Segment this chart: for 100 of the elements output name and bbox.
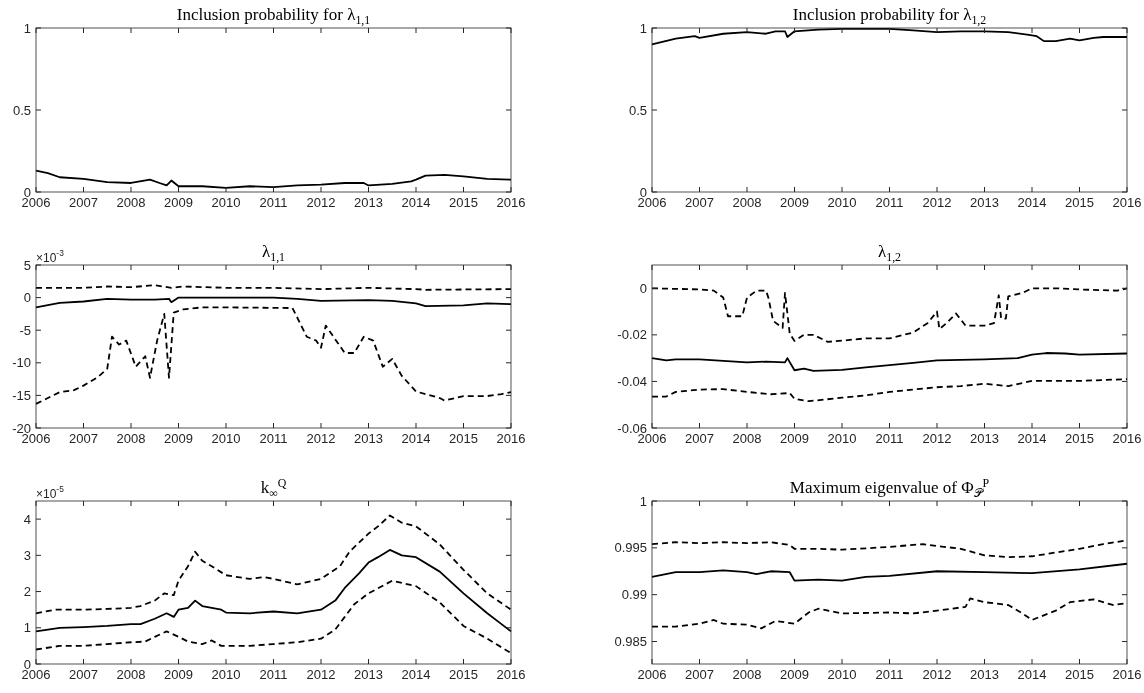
x-tick-label: 2007	[69, 667, 98, 682]
x-tick-label: 2011	[259, 667, 288, 682]
y-tick-label: -10	[12, 355, 31, 371]
annotation: ×10$^{-5}$	[36, 484, 65, 501]
x-tick-label: 2009	[780, 431, 809, 446]
x-tick-label: 2013	[354, 667, 383, 682]
x-tick-label: 2008	[732, 667, 762, 682]
x-tick-label: 2006	[637, 431, 667, 446]
x-tick-label: 2007	[685, 431, 714, 446]
x-tick-label: 2015	[1065, 195, 1094, 210]
x-tick-label: 2013	[970, 431, 999, 446]
x-tick-label: 2013	[354, 431, 383, 446]
chart-title: Inclusion probability for λ$_{1,2}$	[792, 5, 987, 27]
y-tick-label: 0	[23, 290, 31, 306]
y-tick-label: 0.985	[614, 634, 647, 650]
line-series	[35, 579, 512, 655]
x-tick-label: 2012	[922, 431, 952, 446]
y-tick-label: 0.99	[621, 587, 647, 603]
x-tick-label: 2010	[827, 195, 857, 210]
x-tick-label: 2007	[685, 667, 714, 682]
x-tick-label: 2014	[1017, 667, 1047, 682]
x-tick-label: 2014	[401, 195, 431, 210]
y-tick-label: 1	[639, 20, 647, 36]
y-tick-label: 2	[23, 584, 31, 600]
y-tick-label: 1	[23, 620, 31, 636]
x-tick-label: 2011	[875, 431, 904, 446]
x-tick-label: 2014	[1017, 195, 1047, 210]
x-tick-label: 2012	[306, 667, 336, 682]
line-series	[35, 296, 512, 309]
line-series	[35, 514, 512, 615]
line-series	[651, 562, 1128, 582]
y-tick-label: 3	[23, 547, 31, 563]
line-series	[35, 169, 512, 189]
x-tick-label: 2007	[69, 431, 98, 446]
x-tick-label: 2009	[164, 431, 193, 446]
x-tick-label: 2006	[21, 195, 51, 210]
x-tick-label: 2013	[970, 195, 999, 210]
x-tick-label: 2008	[116, 667, 146, 682]
x-tick-label: 2015	[449, 431, 478, 446]
x-tick-label: 2016	[496, 431, 526, 446]
line-series	[651, 287, 1128, 343]
x-tick-label: 2014	[401, 667, 431, 682]
x-tick-label: 2006	[637, 195, 667, 210]
x-tick-label: 2009	[164, 195, 193, 210]
x-tick-label: 2014	[1017, 431, 1047, 446]
x-tick-label: 2013	[970, 667, 999, 682]
y-tick-label: 1	[639, 493, 647, 509]
x-tick-label: 2016	[1112, 667, 1142, 682]
chart-title: Inclusion probability for λ$_{1,1}$	[176, 5, 371, 27]
x-tick-label: 2012	[306, 431, 336, 446]
y-tick-label: 4	[23, 511, 31, 527]
y-tick-label: -0.04	[617, 373, 647, 389]
y-tick-label: 0.5	[628, 102, 647, 118]
y-tick-label: -15	[12, 387, 31, 403]
x-tick-label: 2010	[211, 195, 241, 210]
y-tick-label: 0.5	[12, 102, 31, 118]
x-tick-label: 2009	[164, 667, 193, 682]
x-tick-label: 2008	[732, 195, 762, 210]
x-tick-label: 2011	[875, 667, 904, 682]
x-tick-label: 2010	[827, 667, 857, 682]
annotation: ×10$^{-3}$	[36, 248, 65, 265]
x-tick-label: 2010	[211, 431, 241, 446]
x-tick-label: 2015	[1065, 667, 1094, 682]
x-tick-label: 2010	[827, 431, 857, 446]
x-tick-label: 2006	[21, 667, 51, 682]
x-tick-label: 2015	[449, 667, 478, 682]
line-series	[651, 27, 1128, 46]
x-tick-label: 2016	[1112, 195, 1142, 210]
x-tick-label: 2009	[780, 667, 809, 682]
x-tick-label: 2013	[354, 195, 383, 210]
x-tick-label: 2011	[259, 431, 288, 446]
x-tick-label: 2015	[1065, 431, 1094, 446]
line-series	[35, 549, 512, 633]
x-tick-label: 2014	[401, 431, 431, 446]
x-tick-label: 2010	[211, 667, 241, 682]
x-tick-label: 2012	[922, 195, 952, 210]
x-tick-label: 2011	[259, 195, 288, 210]
line-series	[651, 352, 1128, 372]
x-tick-label: 2012	[922, 667, 952, 682]
y-tick-label: 0	[639, 280, 647, 296]
y-tick-label: -5	[19, 322, 31, 338]
x-tick-label: 2011	[875, 195, 904, 210]
y-tick-label: 0.995	[614, 540, 647, 556]
x-tick-label: 2015	[449, 195, 478, 210]
x-tick-label: 2006	[21, 431, 51, 446]
x-tick-label: 2007	[685, 195, 714, 210]
y-tick-label: -0.02	[617, 327, 647, 343]
y-tick-label: 1	[23, 20, 31, 36]
x-tick-label: 2016	[1112, 431, 1142, 446]
x-tick-label: 2012	[306, 195, 336, 210]
y-tick-label: 5	[23, 257, 31, 273]
x-tick-label: 2006	[637, 667, 667, 682]
x-tick-label: 2009	[780, 195, 809, 210]
x-tick-label: 2008	[116, 195, 146, 210]
line-series	[35, 306, 512, 405]
x-tick-label: 2007	[69, 195, 98, 210]
chart-title: λ$_{1,1}$	[261, 242, 286, 264]
x-tick-label: 2016	[496, 195, 526, 210]
x-tick-label: 2008	[116, 431, 146, 446]
x-tick-label: 2008	[732, 431, 762, 446]
